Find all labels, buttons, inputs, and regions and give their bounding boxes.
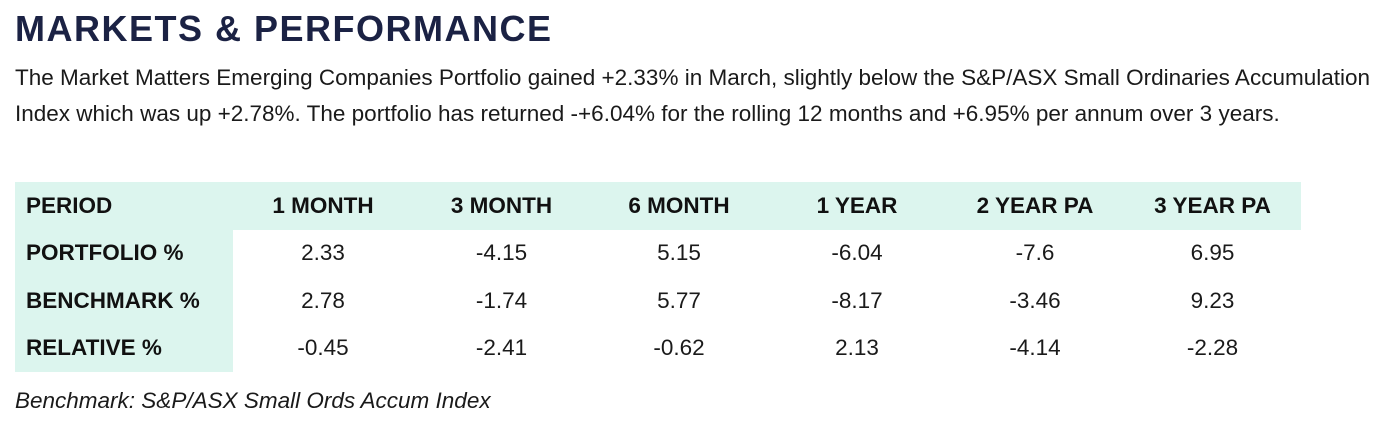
table-cell: -7.6 — [946, 229, 1124, 277]
table-cell: -3.46 — [946, 277, 1124, 325]
performance-table: PERIOD 1 MONTH 3 MONTH 6 MONTH 1 YEAR 2 … — [15, 182, 1301, 372]
table-cell: 6.95 — [1124, 229, 1301, 277]
column-header-6-month: 6 MONTH — [590, 182, 768, 230]
table-cell: 9.23 — [1124, 277, 1301, 325]
table-cell: -4.14 — [946, 324, 1124, 372]
table-cell: -6.04 — [768, 229, 946, 277]
table-cell: -2.28 — [1124, 324, 1301, 372]
table-cell: 5.15 — [590, 229, 768, 277]
table-cell: 2.78 — [233, 277, 413, 325]
table-cell: -0.62 — [590, 324, 768, 372]
column-header-3-month: 3 MONTH — [413, 182, 590, 230]
table-cell: -1.74 — [413, 277, 590, 325]
column-header-1-year: 1 YEAR — [768, 182, 946, 230]
column-header-2-year-pa: 2 YEAR PA — [946, 182, 1124, 230]
column-header-1-month: 1 MONTH — [233, 182, 413, 230]
table-cell: 2.33 — [233, 229, 413, 277]
table-cell: -8.17 — [768, 277, 946, 325]
column-header-period: PERIOD — [15, 182, 233, 230]
table-row-relative: RELATIVE % -0.45 -2.41 -0.62 2.13 -4.14 … — [15, 324, 1301, 372]
benchmark-footnote: Benchmark: S&P/ASX Small Ords Accum Inde… — [15, 388, 491, 413]
table-cell: -4.15 — [413, 229, 590, 277]
row-label-relative: RELATIVE % — [15, 324, 233, 372]
table-cell: 5.77 — [590, 277, 768, 325]
intro-paragraph: The Market Matters Emerging Companies Po… — [15, 65, 1370, 126]
table-header-row: PERIOD 1 MONTH 3 MONTH 6 MONTH 1 YEAR 2 … — [15, 182, 1301, 230]
page-title: MARKETS & PERFORMANCE — [15, 8, 553, 49]
table-cell: 2.13 — [768, 324, 946, 372]
row-label-benchmark: BENCHMARK % — [15, 277, 233, 325]
column-header-3-year-pa: 3 YEAR PA — [1124, 182, 1301, 230]
table-row-portfolio: PORTFOLIO % 2.33 -4.15 5.15 -6.04 -7.6 6… — [15, 229, 1301, 277]
table-cell: -0.45 — [233, 324, 413, 372]
table-row-benchmark: BENCHMARK % 2.78 -1.74 5.77 -8.17 -3.46 … — [15, 277, 1301, 325]
row-label-portfolio: PORTFOLIO % — [15, 229, 233, 277]
table-cell: -2.41 — [413, 324, 590, 372]
